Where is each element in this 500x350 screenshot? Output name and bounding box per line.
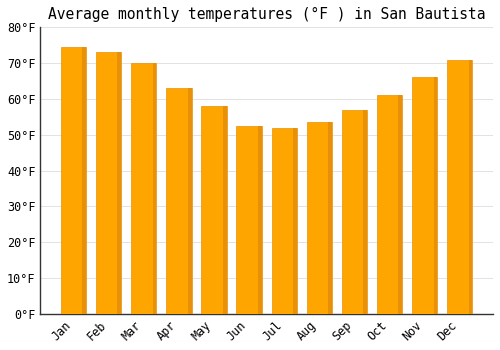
Bar [258, 126, 262, 314]
Bar [342, 110, 367, 314]
Bar [293, 128, 297, 314]
Bar [434, 77, 438, 314]
Bar [61, 47, 86, 314]
Bar [412, 77, 438, 314]
Bar [118, 52, 122, 314]
Bar [447, 60, 472, 314]
Title: Average monthly temperatures (°F ) in San Bautista: Average monthly temperatures (°F ) in Sa… [48, 7, 486, 22]
Bar [468, 60, 472, 314]
Bar [306, 122, 332, 314]
Bar [236, 126, 262, 314]
Bar [272, 128, 297, 314]
Bar [398, 95, 402, 314]
Bar [202, 106, 226, 314]
Bar [131, 63, 156, 314]
Bar [377, 95, 402, 314]
Bar [223, 106, 226, 314]
Bar [328, 122, 332, 314]
Bar [152, 63, 156, 314]
Bar [166, 88, 192, 314]
Bar [82, 47, 86, 314]
Bar [364, 110, 367, 314]
Bar [96, 52, 122, 314]
Bar [188, 88, 192, 314]
